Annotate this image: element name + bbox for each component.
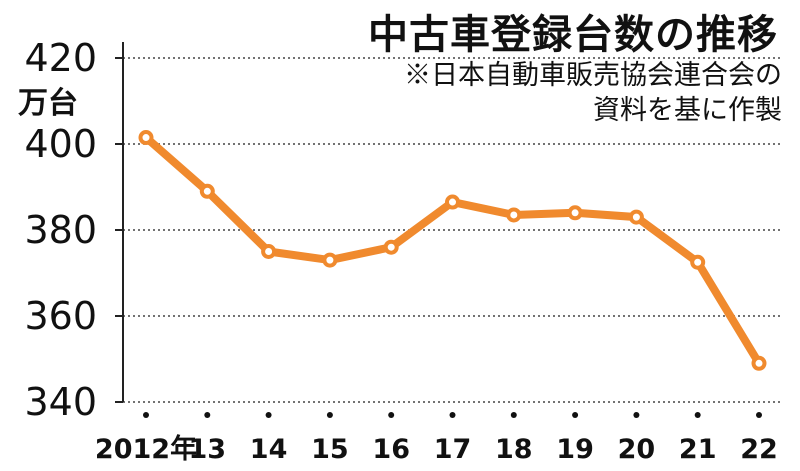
- x-tick-label-5: 17: [434, 434, 472, 465]
- data-point-2: [261, 244, 277, 259]
- x-tick-dot-7: [572, 412, 579, 418]
- x-tick-label-10: 22: [740, 434, 778, 465]
- source-note: ※日本自動車販売協会連合会の 資料を基に作製: [404, 58, 782, 128]
- y-tick-label-420: 420: [24, 36, 97, 80]
- x-tick-label-3: 15: [311, 434, 349, 465]
- x-tick-dot-6: [510, 412, 517, 418]
- x-tick-dot-9: [694, 412, 701, 418]
- y-axis-unit: 万台: [18, 86, 78, 121]
- data-point-5: [445, 194, 460, 210]
- x-tick-label-1: 13: [189, 434, 227, 465]
- data-point-4: [383, 239, 399, 255]
- x-tick-dot-5: [449, 412, 456, 418]
- data-point-8: [628, 209, 644, 225]
- x-tick-dot-10: [756, 412, 762, 418]
- data-point-0: [138, 130, 154, 146]
- x-tick-label-0: 2012年: [95, 433, 197, 465]
- series-line-0: [142, 133, 763, 368]
- x-tick-label-2: 14: [250, 434, 288, 465]
- data-point-3: [322, 252, 338, 268]
- data-point-1: [199, 183, 215, 199]
- y-tick-label-340: 340: [24, 380, 97, 424]
- chart-title: 中古車登録台数の推移: [368, 12, 778, 58]
- x-tick-label-9: 21: [679, 434, 717, 465]
- data-point-10: [751, 355, 767, 371]
- y-tick-label-400: 400: [24, 122, 97, 166]
- data-point-6: [506, 207, 522, 223]
- source-note-line-2: 資料を基に作製: [593, 95, 782, 126]
- x-tick-label-4: 16: [372, 434, 410, 465]
- x-tick-label-7: 19: [556, 434, 594, 465]
- y-tick-label-360: 360: [24, 294, 97, 338]
- x-tick-dot-8: [633, 412, 640, 418]
- x-tick-dot-0: [143, 412, 149, 418]
- x-tick-label-8: 20: [618, 434, 656, 465]
- x-tick-dot-1: [204, 412, 211, 418]
- data-point-7: [567, 205, 583, 221]
- x-tick-dot-2: [265, 412, 272, 418]
- y-tick-label-380: 380: [24, 208, 97, 252]
- x-tick-dot-4: [388, 412, 395, 418]
- source-note-line-1: ※日本自動車販売協会連合会の: [404, 60, 782, 91]
- x-tick-dot-3: [326, 412, 333, 418]
- x-tick-label-6: 18: [495, 434, 533, 465]
- data-point-9: [690, 254, 706, 270]
